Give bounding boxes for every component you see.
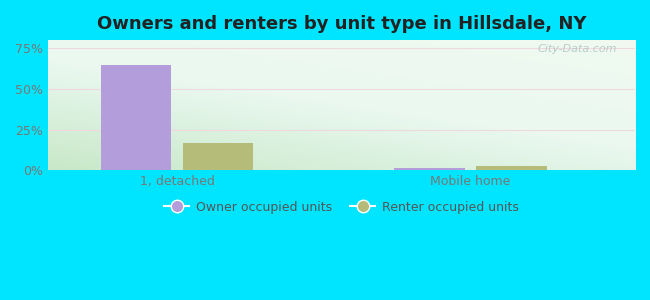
Bar: [395, 168, 465, 170]
Legend: Owner occupied units, Renter occupied units: Owner occupied units, Renter occupied un…: [159, 196, 523, 219]
Text: City-Data.com: City-Data.com: [538, 44, 617, 54]
Title: Owners and renters by unit type in Hillsdale, NY: Owners and renters by unit type in Hills…: [97, 15, 586, 33]
Bar: [476, 166, 547, 170]
Bar: [183, 142, 254, 170]
Bar: [101, 64, 171, 170]
